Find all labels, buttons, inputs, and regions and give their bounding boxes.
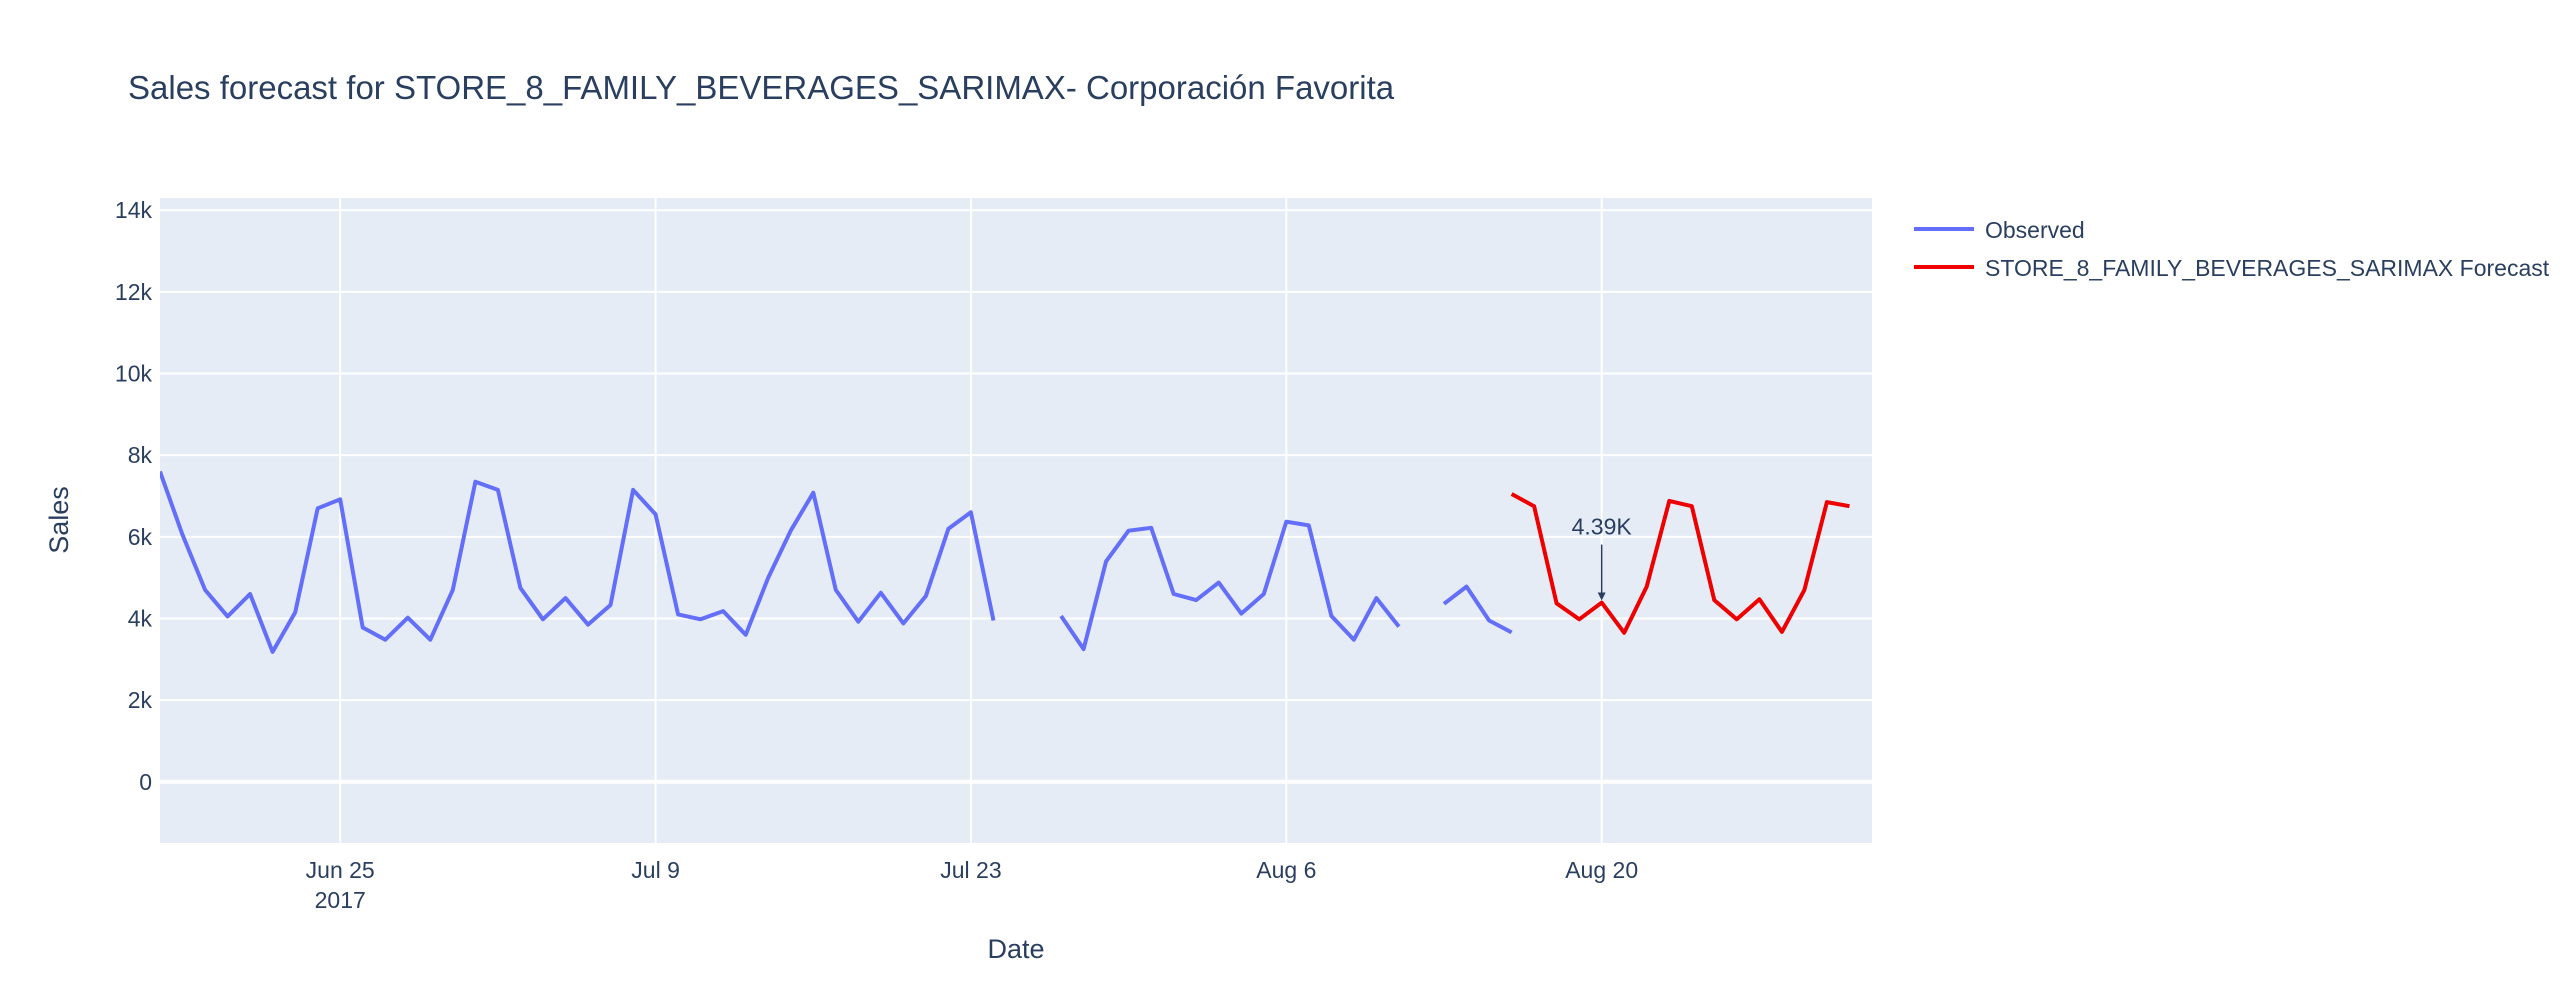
legend-label-observed: Observed [1985,217,2085,243]
y-tick-label: 12k [115,279,153,305]
y-tick-label: 4k [128,605,153,631]
x-tick-label: Jul 9 [631,857,680,883]
series-line [1510,492,1850,635]
legend[interactable]: Observed STORE_8_FAMILY_BEVERAGES_SARIMA… [1914,217,2550,281]
y-tick-label: 8k [128,442,153,468]
series-observed [160,470,1513,654]
chart-title: Sales forecast for STORE_8_FAMILY_BEVERA… [128,69,1395,106]
plot-area [160,198,1872,843]
x-axis-title: Date [987,934,1044,964]
y-tick-label: 0 [139,769,152,795]
x-tick-label: Aug 20 [1565,857,1638,883]
annotations: 4.39K [1572,514,1633,601]
series-lines [160,470,1850,654]
y-axis-ticks: 0 2k 4k 6k 8k 10k 12k 14k [115,197,153,795]
x-tick-sublabel: 2017 [315,887,366,913]
y-tick-label: 2k [128,687,153,713]
x-tick-label: Aug 6 [1256,857,1316,883]
y-tick-label: 6k [128,524,153,550]
y-axis-title: Sales [44,486,74,554]
x-tick-label: Jun 25 [306,857,375,883]
series-forecast [1510,492,1850,635]
annotation-arrowhead [1597,592,1606,601]
legend-item-forecast[interactable]: STORE_8_FAMILY_BEVERAGES_SARIMAX Forecas… [1914,255,2550,281]
annotation-label: 4.39K [1572,514,1633,540]
x-axis-ticks: Jun 25 2017 Jul 9 Jul 23 Aug 6 Aug 20 [306,857,1638,913]
x-tick-label: Jul 23 [940,857,1001,883]
y-tick-label: 14k [115,197,153,223]
series-line [160,470,1513,654]
y-tick-label: 10k [115,361,153,387]
legend-item-observed[interactable]: Observed [1914,217,2085,243]
legend-label-forecast: STORE_8_FAMILY_BEVERAGES_SARIMAX Forecas… [1985,255,2550,281]
